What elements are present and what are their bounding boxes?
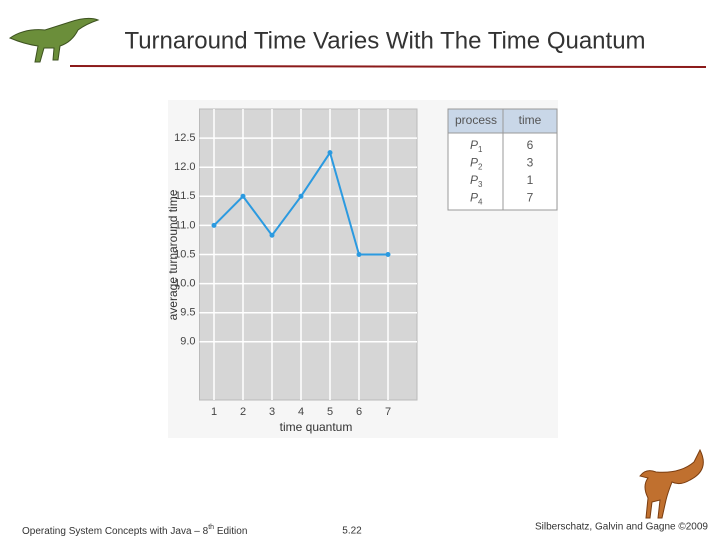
y-tick-label: 12.0	[174, 161, 195, 173]
data-point	[211, 222, 217, 228]
x-tick-label: 5	[327, 406, 333, 418]
process-index: 3	[478, 180, 483, 189]
table-header-cell: process	[455, 113, 497, 127]
x-axis-label: time quantum	[280, 420, 353, 434]
table-cell: 7	[527, 191, 534, 205]
y-tick-label: 9.5	[180, 307, 195, 319]
dinosaur-figure	[639, 448, 704, 519]
process-index: 1	[478, 145, 483, 154]
process-index: 2	[478, 163, 483, 172]
footer-left: Operating System Concepts with Java – 8t…	[22, 524, 247, 537]
title-rule	[69, 65, 707, 68]
y-axis-label: average turnaround time	[166, 189, 180, 320]
y-tick-label: 10.0	[174, 278, 195, 290]
table-cell: 1	[527, 173, 534, 187]
y-tick-label: 10.5	[174, 248, 195, 260]
process-name: P	[470, 191, 478, 205]
table-cell: P3	[470, 173, 483, 189]
y-tick-label: 11.5	[175, 190, 196, 202]
data-point	[356, 252, 362, 257]
x-tick-label: 6	[356, 406, 362, 418]
process-index: 4	[478, 198, 483, 207]
table-cell: P1	[470, 138, 483, 154]
y-tick-label: 12.5	[174, 132, 195, 144]
process-name: P	[470, 138, 478, 152]
footer-center: 5.22	[342, 526, 362, 537]
footer-right: Silberschatz, Galvin and Gagne ©2009	[535, 522, 708, 533]
x-tick-label: 7	[385, 406, 391, 418]
x-tick-label: 4	[298, 406, 304, 418]
table-cell: P2	[470, 156, 483, 172]
data-point	[240, 193, 246, 199]
data-point	[385, 252, 391, 257]
data-point	[298, 193, 304, 199]
slide-title: Turnaround Time Varies With The Time Qua…	[124, 27, 645, 54]
x-tick-label: 2	[240, 406, 246, 418]
y-tick-label: 11.0	[175, 219, 196, 231]
process-name: P	[470, 173, 478, 187]
table-cell: 6	[527, 138, 534, 152]
x-tick-label: 3	[269, 406, 275, 418]
x-tick-label: 1	[211, 406, 217, 418]
table-cell: P4	[470, 191, 483, 207]
y-tick-label: 9.0	[180, 336, 195, 348]
process-name: P	[470, 156, 478, 170]
data-point	[327, 150, 333, 156]
table-cell: 3	[527, 156, 534, 170]
dinosaur-logo	[8, 17, 100, 63]
table-header-cell: time	[519, 113, 542, 127]
data-point	[269, 232, 275, 238]
